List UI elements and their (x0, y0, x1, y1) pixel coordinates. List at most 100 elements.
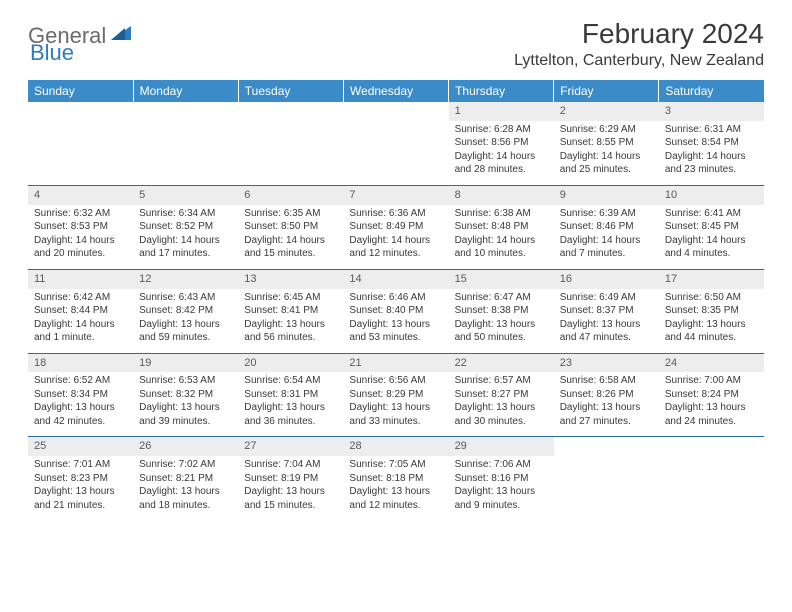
sunset-text: Sunset: 8:35 PM (665, 304, 758, 318)
day-cell: 28Sunrise: 7:05 AMSunset: 8:18 PMDayligh… (343, 437, 448, 520)
sunset-text: Sunset: 8:55 PM (560, 136, 653, 150)
sunrise-text: Sunrise: 7:01 AM (34, 458, 127, 472)
sunset-text: Sunset: 8:19 PM (244, 472, 337, 486)
day-cell: 6Sunrise: 6:35 AMSunset: 8:50 PMDaylight… (238, 185, 343, 269)
day-data: Sunrise: 6:54 AMSunset: 8:31 PMDaylight:… (238, 372, 343, 436)
weekday-header: Sunday (28, 80, 133, 102)
day-number: 5 (133, 186, 238, 205)
daylight-text: Daylight: 13 hours and 15 minutes. (244, 485, 337, 512)
day-number: 9 (554, 186, 659, 205)
day-cell: 18Sunrise: 6:52 AMSunset: 8:34 PMDayligh… (28, 353, 133, 437)
sunset-text: Sunset: 8:24 PM (665, 388, 758, 402)
sunset-text: Sunset: 8:38 PM (455, 304, 548, 318)
day-cell: 1Sunrise: 6:28 AMSunset: 8:56 PMDaylight… (449, 102, 554, 185)
week-row: 25Sunrise: 7:01 AMSunset: 8:23 PMDayligh… (28, 437, 764, 520)
sunset-text: Sunset: 8:21 PM (139, 472, 232, 486)
weekday-row: Sunday Monday Tuesday Wednesday Thursday… (28, 80, 764, 102)
day-cell: 7Sunrise: 6:36 AMSunset: 8:49 PMDaylight… (343, 185, 448, 269)
daylight-text: Daylight: 13 hours and 33 minutes. (349, 401, 442, 428)
sunrise-text: Sunrise: 6:34 AM (139, 207, 232, 221)
sunrise-text: Sunrise: 6:49 AM (560, 291, 653, 305)
day-cell (659, 437, 764, 520)
daylight-text: Daylight: 13 hours and 9 minutes. (455, 485, 548, 512)
sunrise-text: Sunrise: 6:29 AM (560, 123, 653, 137)
sunrise-text: Sunrise: 7:04 AM (244, 458, 337, 472)
weekday-header: Saturday (659, 80, 764, 102)
day-data: Sunrise: 6:34 AMSunset: 8:52 PMDaylight:… (133, 205, 238, 269)
sunset-text: Sunset: 8:53 PM (34, 220, 127, 234)
day-data: Sunrise: 6:28 AMSunset: 8:56 PMDaylight:… (449, 121, 554, 185)
day-cell: 29Sunrise: 7:06 AMSunset: 8:16 PMDayligh… (449, 437, 554, 520)
day-cell: 11Sunrise: 6:42 AMSunset: 8:44 PMDayligh… (28, 269, 133, 353)
sunset-text: Sunset: 8:26 PM (560, 388, 653, 402)
day-cell (343, 102, 448, 185)
sunrise-text: Sunrise: 6:43 AM (139, 291, 232, 305)
sunrise-text: Sunrise: 6:45 AM (244, 291, 337, 305)
day-data: Sunrise: 6:31 AMSunset: 8:54 PMDaylight:… (659, 121, 764, 185)
daylight-text: Daylight: 13 hours and 42 minutes. (34, 401, 127, 428)
day-number: 15 (449, 270, 554, 289)
daylight-text: Daylight: 13 hours and 39 minutes. (139, 401, 232, 428)
day-cell: 27Sunrise: 7:04 AMSunset: 8:19 PMDayligh… (238, 437, 343, 520)
day-cell: 25Sunrise: 7:01 AMSunset: 8:23 PMDayligh… (28, 437, 133, 520)
day-cell: 22Sunrise: 6:57 AMSunset: 8:27 PMDayligh… (449, 353, 554, 437)
sunrise-text: Sunrise: 6:38 AM (455, 207, 548, 221)
daylight-text: Daylight: 13 hours and 18 minutes. (139, 485, 232, 512)
day-cell: 5Sunrise: 6:34 AMSunset: 8:52 PMDaylight… (133, 185, 238, 269)
day-data: Sunrise: 6:50 AMSunset: 8:35 PMDaylight:… (659, 289, 764, 353)
logo-triangle-icon (111, 24, 131, 45)
calendar-table: Sunday Monday Tuesday Wednesday Thursday… (28, 80, 764, 520)
sunrise-text: Sunrise: 6:57 AM (455, 374, 548, 388)
day-data: Sunrise: 7:00 AMSunset: 8:24 PMDaylight:… (659, 372, 764, 436)
day-cell (133, 102, 238, 185)
sunset-text: Sunset: 8:16 PM (455, 472, 548, 486)
sunrise-text: Sunrise: 7:05 AM (349, 458, 442, 472)
day-number: 29 (449, 437, 554, 456)
sunrise-text: Sunrise: 6:35 AM (244, 207, 337, 221)
logo-blue-row: Blue (28, 42, 74, 65)
sunset-text: Sunset: 8:52 PM (139, 220, 232, 234)
day-data: Sunrise: 6:49 AMSunset: 8:37 PMDaylight:… (554, 289, 659, 353)
sunset-text: Sunset: 8:49 PM (349, 220, 442, 234)
day-number: 13 (238, 270, 343, 289)
sunset-text: Sunset: 8:42 PM (139, 304, 232, 318)
daylight-text: Daylight: 13 hours and 53 minutes. (349, 318, 442, 345)
week-row: 18Sunrise: 6:52 AMSunset: 8:34 PMDayligh… (28, 353, 764, 437)
day-cell (554, 437, 659, 520)
day-data: Sunrise: 6:38 AMSunset: 8:48 PMDaylight:… (449, 205, 554, 269)
day-data: Sunrise: 6:53 AMSunset: 8:32 PMDaylight:… (133, 372, 238, 436)
day-number: 14 (343, 270, 448, 289)
month-title: February 2024 (514, 18, 764, 50)
day-number: 2 (554, 102, 659, 121)
sunset-text: Sunset: 8:32 PM (139, 388, 232, 402)
day-number: 1 (449, 102, 554, 121)
sunrise-text: Sunrise: 6:41 AM (665, 207, 758, 221)
day-data: Sunrise: 6:57 AMSunset: 8:27 PMDaylight:… (449, 372, 554, 436)
daylight-text: Daylight: 13 hours and 27 minutes. (560, 401, 653, 428)
day-data: Sunrise: 6:58 AMSunset: 8:26 PMDaylight:… (554, 372, 659, 436)
sunrise-text: Sunrise: 7:02 AM (139, 458, 232, 472)
day-cell: 8Sunrise: 6:38 AMSunset: 8:48 PMDaylight… (449, 185, 554, 269)
day-number: 20 (238, 354, 343, 373)
week-row: 4Sunrise: 6:32 AMSunset: 8:53 PMDaylight… (28, 185, 764, 269)
day-data: Sunrise: 7:05 AMSunset: 8:18 PMDaylight:… (343, 456, 448, 520)
daylight-text: Daylight: 13 hours and 59 minutes. (139, 318, 232, 345)
sunset-text: Sunset: 8:50 PM (244, 220, 337, 234)
day-number: 27 (238, 437, 343, 456)
sunset-text: Sunset: 8:48 PM (455, 220, 548, 234)
day-data: Sunrise: 7:06 AMSunset: 8:16 PMDaylight:… (449, 456, 554, 520)
sunrise-text: Sunrise: 6:32 AM (34, 207, 127, 221)
day-number (28, 102, 133, 106)
day-data: Sunrise: 6:46 AMSunset: 8:40 PMDaylight:… (343, 289, 448, 353)
day-cell (28, 102, 133, 185)
daylight-text: Daylight: 14 hours and 23 minutes. (665, 150, 758, 177)
daylight-text: Daylight: 14 hours and 17 minutes. (139, 234, 232, 261)
day-cell: 10Sunrise: 6:41 AMSunset: 8:45 PMDayligh… (659, 185, 764, 269)
day-cell: 2Sunrise: 6:29 AMSunset: 8:55 PMDaylight… (554, 102, 659, 185)
day-data: Sunrise: 6:32 AMSunset: 8:53 PMDaylight:… (28, 205, 133, 269)
sunset-text: Sunset: 8:18 PM (349, 472, 442, 486)
sunset-text: Sunset: 8:41 PM (244, 304, 337, 318)
day-data: Sunrise: 6:47 AMSunset: 8:38 PMDaylight:… (449, 289, 554, 353)
day-number: 22 (449, 354, 554, 373)
day-data: Sunrise: 7:04 AMSunset: 8:19 PMDaylight:… (238, 456, 343, 520)
